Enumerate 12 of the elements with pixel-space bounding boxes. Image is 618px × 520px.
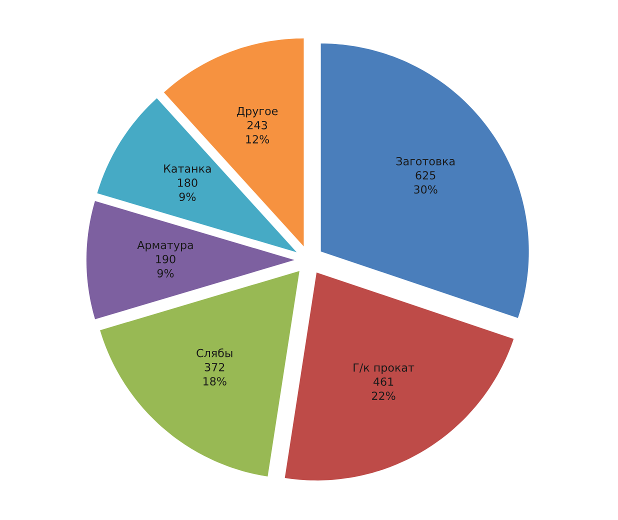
data-label: 180 9% xyxy=(178,178,198,202)
slice-label: Арматура xyxy=(137,240,193,252)
slice-label: Г/к прокат xyxy=(354,363,414,374)
slice-label: Другое xyxy=(236,106,278,118)
slice-label: Слябы xyxy=(196,348,232,358)
data-label: 243 12% xyxy=(246,120,270,144)
data-label: 625 30% xyxy=(414,171,438,194)
data-label: 372 18% xyxy=(204,362,226,386)
data-label: 190 9% xyxy=(156,254,176,278)
slice-label: Катанка xyxy=(164,164,211,173)
data-label: 461 22% xyxy=(372,377,396,400)
slice-label: Заготовка xyxy=(396,156,455,166)
